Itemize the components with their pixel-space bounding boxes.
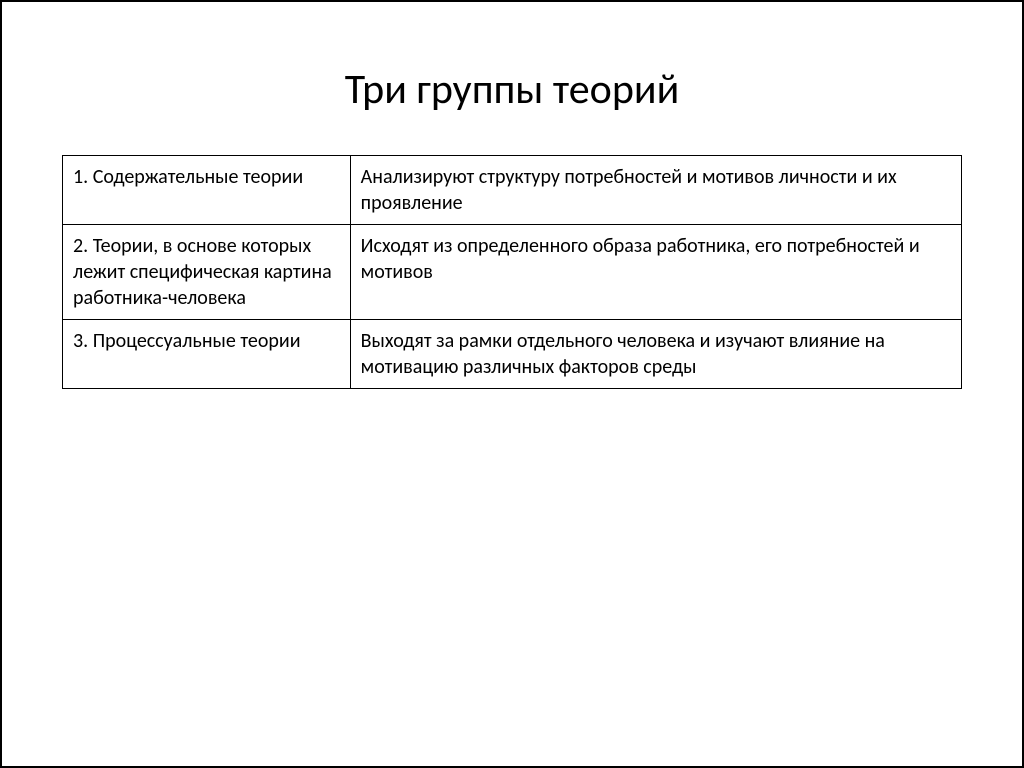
table-row: 3. Процессуальные теории Выходят за рамк… (63, 320, 962, 389)
theory-name-cell: 2. Теории, в основе которых лежит специф… (63, 225, 351, 320)
slide-title: Три группы теорий (62, 64, 962, 115)
slide-frame: Три группы теорий 1. Содержательные теор… (0, 0, 1024, 768)
theory-desc-cell: Анализируют структуру потребностей и мот… (350, 156, 961, 225)
theory-desc-cell: Выходят за рамки отдельного человека и и… (350, 320, 961, 389)
table-row: 2. Теории, в основе которых лежит специф… (63, 225, 962, 320)
theory-name-cell: 1. Содержательные теории (63, 156, 351, 225)
theory-name-cell: 3. Процессуальные теории (63, 320, 351, 389)
theory-desc-cell: Исходят из определенного образа работник… (350, 225, 961, 320)
table-row: 1. Содержательные теории Анализируют стр… (63, 156, 962, 225)
theory-table: 1. Содержательные теории Анализируют стр… (62, 155, 962, 389)
